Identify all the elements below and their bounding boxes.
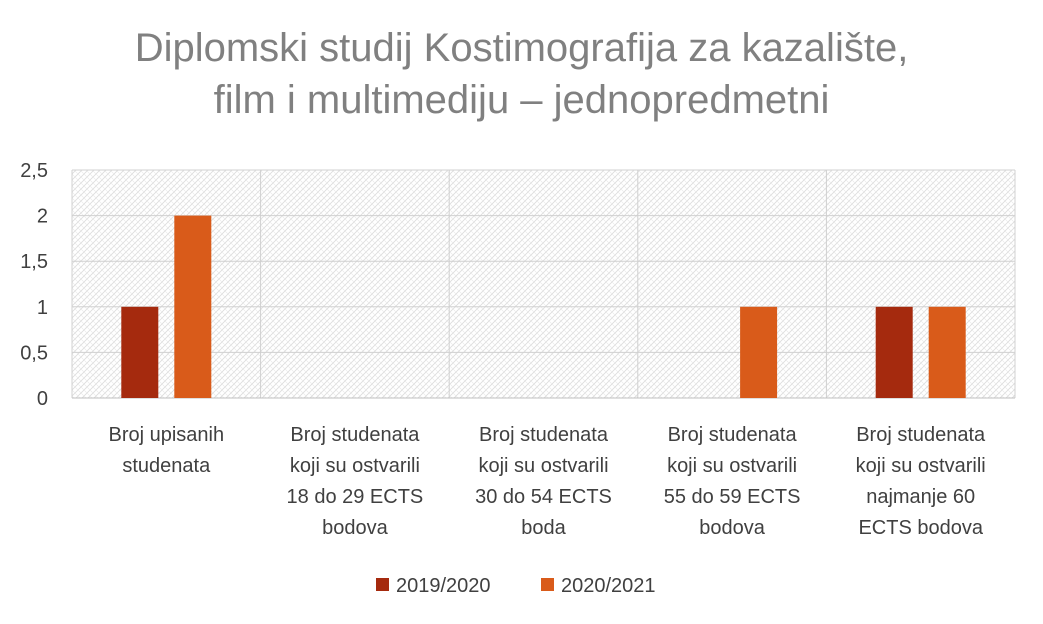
x-axis: Broj upisanih studenata Broj studenata koji… bbox=[108, 424, 986, 539]
plot-background bbox=[72, 170, 1015, 398]
x-category-label: Broj studenata koji su ostvarili 55 do 59 … bbox=[664, 424, 801, 539]
chart-title: Diplomski studij Kostimografija za kazal… bbox=[0, 22, 1043, 126]
y-tick-label: 2 bbox=[37, 206, 48, 228]
chart-title-line-2: film i multimediju – jednopredmetni bbox=[213, 78, 830, 122]
legend-label: 2020/2021 bbox=[561, 575, 656, 597]
x-category-label: Broj upisanih studenata bbox=[108, 424, 224, 477]
grid-lines bbox=[71, 169, 1016, 399]
y-tick-label: 0,5 bbox=[20, 342, 48, 364]
bar-2020-2021-3 bbox=[740, 306, 778, 398]
legend-swatch bbox=[376, 578, 389, 591]
legend-swatch bbox=[541, 578, 554, 591]
x-category-label: Broj studenata koji su ostvarili najmanje … bbox=[856, 424, 986, 539]
x-category-label: Broj studenata koji su ostvarili 18 do 29 … bbox=[287, 424, 424, 539]
y-tick-label: 1,5 bbox=[20, 251, 48, 273]
y-tick-label: 1 bbox=[37, 297, 48, 319]
x-category-label: Broj studenata koji su ostvarili 30 do 54 … bbox=[475, 424, 612, 539]
y-tick-label: 0 bbox=[37, 388, 48, 410]
plot-area bbox=[72, 170, 1015, 398]
bar-2019-2020-0 bbox=[121, 306, 159, 398]
legend-label: 2019/2020 bbox=[396, 575, 491, 597]
y-tick-label: 2,5 bbox=[20, 160, 48, 182]
bar-2020-2021-4 bbox=[928, 306, 966, 398]
bar-2020-2021-0 bbox=[174, 215, 212, 398]
y-axis: 0 0,5 1 1,5 2 2,5 bbox=[20, 160, 48, 410]
chart-title-line-1: Diplomski studij Kostimografija za kazal… bbox=[134, 26, 909, 70]
bar-2019-2020-4 bbox=[875, 306, 913, 398]
legend: 2019/2020 2020/2021 bbox=[376, 575, 656, 597]
bars-group bbox=[121, 215, 966, 398]
